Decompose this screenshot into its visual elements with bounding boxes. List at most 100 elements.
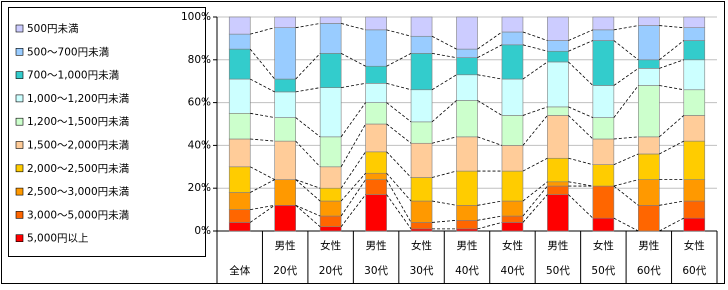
x-tick-label: 40代	[501, 265, 525, 277]
bar-segment	[683, 115, 706, 142]
bar-segment	[365, 194, 387, 232]
connector-line	[568, 181, 593, 187]
connector-line	[250, 204, 275, 210]
bar-segment	[410, 222, 433, 230]
bar-segment	[319, 136, 342, 168]
bar-segment	[365, 65, 387, 84]
connector-line	[522, 181, 548, 202]
bar-segment	[638, 153, 660, 180]
connector-line	[477, 200, 503, 206]
connector-line	[522, 31, 548, 41]
bar-segment	[683, 200, 706, 219]
connector-line	[568, 40, 594, 52]
bar-segment	[319, 200, 342, 217]
connector-line	[250, 138, 275, 142]
connector-line	[340, 172, 366, 202]
connector-line	[295, 53, 321, 80]
connector-line	[386, 194, 412, 230]
bar-segment	[638, 59, 660, 69]
y-tick-label: 60%	[188, 97, 211, 109]
bar-segment	[456, 48, 478, 58]
x-tick-label: 女性	[320, 239, 341, 252]
legend-label: 700～1,000円未満	[27, 70, 120, 82]
x-tick-label: 20代	[319, 265, 343, 277]
connector-line	[568, 194, 594, 219]
connector-line	[522, 185, 548, 217]
legend-swatch	[15, 71, 24, 79]
connector-line	[568, 106, 594, 118]
bar-segment	[547, 61, 569, 108]
x-tick-label: 20代	[273, 265, 297, 277]
bar-segment	[456, 220, 478, 230]
legend-label: 1,500～2,000円未満	[27, 140, 130, 152]
bar-segment	[456, 205, 478, 221]
connector-line	[386, 123, 412, 144]
bar-segment	[365, 83, 387, 103]
legend-label: 500円未満	[27, 23, 79, 35]
x-tick-label: 30代	[410, 265, 434, 277]
bar-segment	[410, 89, 433, 123]
bar-segment	[501, 31, 524, 46]
connector-line	[295, 140, 321, 168]
connector-line	[386, 151, 412, 178]
bar-segment	[319, 16, 342, 24]
bar-segment	[501, 222, 524, 232]
legend-label: 5,000円以上	[27, 233, 89, 245]
connector-line	[477, 74, 503, 80]
connector-line	[431, 200, 457, 206]
x-tick-label: 50代	[591, 265, 615, 277]
bar-segment	[592, 117, 615, 140]
x-tick-label: 男性	[275, 239, 296, 252]
bar-segment	[410, 228, 433, 232]
bar-segment	[501, 170, 524, 202]
legend-box	[8, 7, 206, 257]
bar-segment	[547, 194, 569, 232]
connector-line	[431, 100, 457, 123]
x-tick-label: 60代	[637, 265, 661, 277]
bar-segment	[274, 117, 296, 142]
bar-segment	[501, 200, 524, 217]
x-tick-label: 女性	[593, 239, 614, 252]
connector-line	[522, 115, 548, 146]
bar-segment	[547, 16, 569, 41]
bar-segment	[547, 40, 569, 52]
bar-segment	[228, 48, 251, 80]
bar-segment	[592, 217, 615, 232]
connector-line	[386, 179, 412, 223]
bar-segment	[319, 87, 342, 138]
bar-segment	[683, 16, 706, 28]
connector-line	[340, 179, 366, 217]
bar-segment	[547, 181, 569, 187]
connector-line	[613, 179, 639, 187]
connector-line	[340, 194, 366, 227]
bar-segment	[410, 121, 433, 144]
bar-segment	[501, 145, 524, 172]
connector-line	[613, 85, 639, 118]
legend-label: 1,200～1,500円未満	[27, 116, 130, 128]
connector-line	[477, 215, 503, 221]
x-tick-label: 60代	[682, 265, 706, 277]
bar-segment	[319, 53, 342, 88]
legend-swatch	[15, 94, 24, 103]
bar-segment	[365, 123, 387, 153]
bar-segment	[592, 16, 615, 31]
x-tick-label: 50代	[546, 265, 570, 277]
bar-segment	[228, 113, 251, 140]
bar-segment	[365, 179, 387, 195]
connector-line	[568, 61, 594, 86]
connector-line	[659, 40, 685, 61]
bar-segment	[501, 115, 524, 146]
bar-segment	[683, 89, 706, 116]
bar-segment	[683, 217, 706, 232]
bar-segment	[228, 16, 251, 35]
bar-segment	[456, 100, 478, 138]
legend-swatch	[15, 187, 24, 196]
bar-segment	[228, 192, 251, 210]
connector-line	[522, 106, 548, 116]
legend-swatch	[15, 117, 24, 126]
connector-line	[613, 185, 639, 206]
bar-segment	[274, 16, 296, 28]
connector-line	[568, 115, 594, 140]
bar-segment	[365, 29, 387, 67]
